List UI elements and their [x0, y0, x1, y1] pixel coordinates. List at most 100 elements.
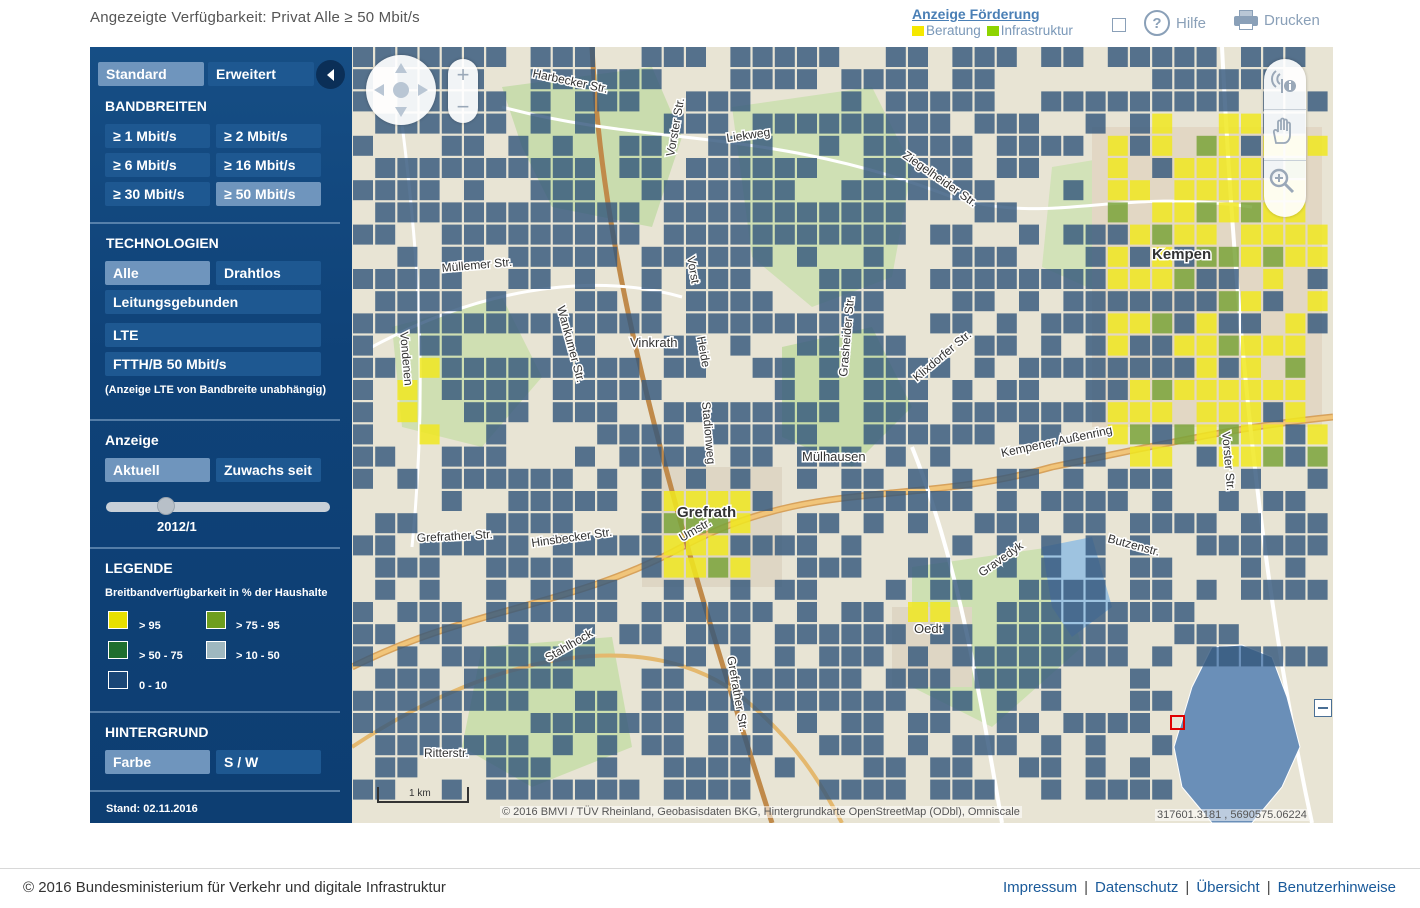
legend-label-50-75: > 50 - 75: [139, 650, 183, 662]
help-button[interactable]: ? Hilfe: [1144, 10, 1206, 36]
background-farbe[interactable]: Farbe: [105, 750, 210, 774]
coverage-cell: [1174, 424, 1195, 445]
year-slider-track[interactable]: [106, 502, 330, 512]
coverage-cell: [641, 246, 662, 267]
coverage-cell: [730, 491, 751, 511]
info-tool-button[interactable]: [1268, 65, 1302, 99]
coverage-cell: [819, 624, 840, 645]
bandwidth-1[interactable]: ≥ 1 Mbit/s: [105, 124, 210, 148]
coverage-cell: [464, 246, 484, 267]
coverage-cell: [819, 47, 840, 67]
coverage-cell: [486, 535, 507, 556]
zoom-tool-button[interactable]: [1268, 167, 1302, 201]
coverage-cell: [974, 668, 995, 689]
legend-swatch-50-75: [108, 641, 128, 659]
zoom-in-button[interactable]: +: [456, 62, 470, 87]
bandwidth-30[interactable]: ≥ 30 Mbit/s: [105, 182, 210, 206]
tech-leitungsgebunden[interactable]: Leitungsgebunden: [105, 290, 321, 314]
coverage-cell: [1196, 380, 1217, 400]
coverage-cell: [397, 180, 418, 201]
coverage-cell: [1063, 446, 1084, 467]
print-button[interactable]: Drucken: [1234, 10, 1320, 30]
coverage-cell: [486, 91, 507, 112]
tech-alle[interactable]: Alle: [105, 261, 210, 285]
coverage-cell: [774, 180, 795, 201]
display-zuwachs[interactable]: Zuwachs seit: [216, 458, 321, 482]
coverage-cell: [686, 646, 706, 667]
coverage-cell: [885, 624, 906, 645]
coverage-cell: [441, 335, 462, 356]
coverage-cell: [1241, 135, 1261, 156]
bandwidth-50[interactable]: ≥ 50 Mbit/s: [216, 182, 321, 206]
coverage-cell: [863, 69, 884, 90]
foerderung-infrastruktur: Infrastruktur: [986, 23, 1073, 38]
coverage-cell: [530, 269, 551, 289]
tab-standard[interactable]: Standard: [98, 62, 204, 86]
coverage-cell: [397, 313, 418, 334]
foerderung-checkbox[interactable]: [1112, 18, 1126, 32]
coverage-cell: [575, 713, 595, 733]
street-label-grefrather: Grefrather Str.: [416, 527, 493, 545]
coverage-cell: [841, 690, 862, 711]
coverage-cell: [508, 646, 529, 667]
coverage-cell: [1285, 246, 1306, 267]
tech-ftth[interactable]: FTTH/B 50 Mbit/s: [105, 352, 321, 376]
overview-toggle-button[interactable]: [1314, 699, 1332, 717]
zoom-out-button[interactable]: −: [456, 94, 470, 119]
bandwidth-6[interactable]: ≥ 6 Mbit/s: [105, 153, 210, 177]
bandwidth-2[interactable]: ≥ 2 Mbit/s: [216, 124, 321, 148]
link-datenschutz[interactable]: Datenschutz: [1095, 879, 1179, 896]
coverage-cell: [464, 690, 484, 711]
tab-erweitert[interactable]: Erweitert: [208, 62, 314, 86]
background-sw[interactable]: S / W: [216, 750, 321, 774]
foerderung-toggle[interactable]: Anzeige Förderung Beratung Infrastruktur: [912, 6, 1073, 38]
coverage-cell: [730, 557, 751, 578]
link-uebersicht[interactable]: Übersicht: [1196, 879, 1260, 896]
coverage-cell: [441, 535, 462, 556]
coverage-cell: [797, 402, 817, 423]
coverage-cell: [797, 602, 817, 622]
broadband-map[interactable]: Kempen Grefrath Vinkrath Mülhausen Oedt Harbe…: [352, 47, 1333, 823]
year-slider-handle[interactable]: [157, 497, 175, 515]
coverage-cell: [1218, 291, 1239, 312]
coverage-cell: [774, 690, 795, 711]
coverage-cell: [663, 713, 684, 733]
coverage-cell: [730, 735, 751, 756]
display-aktuell[interactable]: Aktuell: [105, 458, 210, 482]
tech-drahtlos[interactable]: Drahtlos: [216, 261, 321, 285]
coverage-cell: [1307, 446, 1328, 467]
bandwidth-16[interactable]: ≥ 16 Mbit/s: [216, 153, 321, 177]
foerderung-title[interactable]: Anzeige Förderung: [912, 6, 1040, 22]
place-label-kempen: Kempen: [1152, 246, 1211, 263]
coverage-cell: [353, 335, 373, 356]
coverage-cell: [552, 180, 573, 201]
link-impressum[interactable]: Impressum: [1002, 879, 1078, 896]
coverage-cell: [841, 446, 862, 467]
link-benutzerhinweise[interactable]: Benutzerhinweise: [1277, 879, 1396, 896]
pan-control[interactable]: [366, 55, 436, 125]
coverage-cell: [708, 535, 729, 556]
germany-overview-map[interactable]: [1173, 644, 1301, 823]
coverage-cell: [819, 446, 840, 467]
coverage-cell: [441, 713, 462, 733]
coverage-cell: [530, 491, 551, 511]
coverage-cell: [419, 602, 440, 622]
coverage-cell: [441, 690, 462, 711]
coverage-cell: [1019, 579, 1039, 600]
coverage-cell: [1285, 446, 1306, 467]
tech-lte[interactable]: LTE: [105, 323, 321, 347]
cursor-coordinates: 317601.3181 , 5690575.06224: [1155, 809, 1309, 821]
coverage-cell: [1019, 424, 1039, 445]
coverage-cell: [530, 513, 551, 534]
coverage-cell: [508, 513, 529, 534]
coverage-cell: [885, 158, 906, 178]
coverage-cell: [952, 468, 973, 489]
pan-tool-button[interactable]: [1268, 117, 1302, 151]
coverage-cell: [1085, 269, 1106, 289]
coverage-cell: [375, 735, 396, 756]
collapse-sidebar-button[interactable]: [316, 60, 345, 89]
coverage-cell: [1063, 713, 1084, 733]
coverage-cell: [752, 113, 773, 134]
coverage-cell: [663, 357, 684, 378]
coverage-cell: [1263, 424, 1284, 445]
